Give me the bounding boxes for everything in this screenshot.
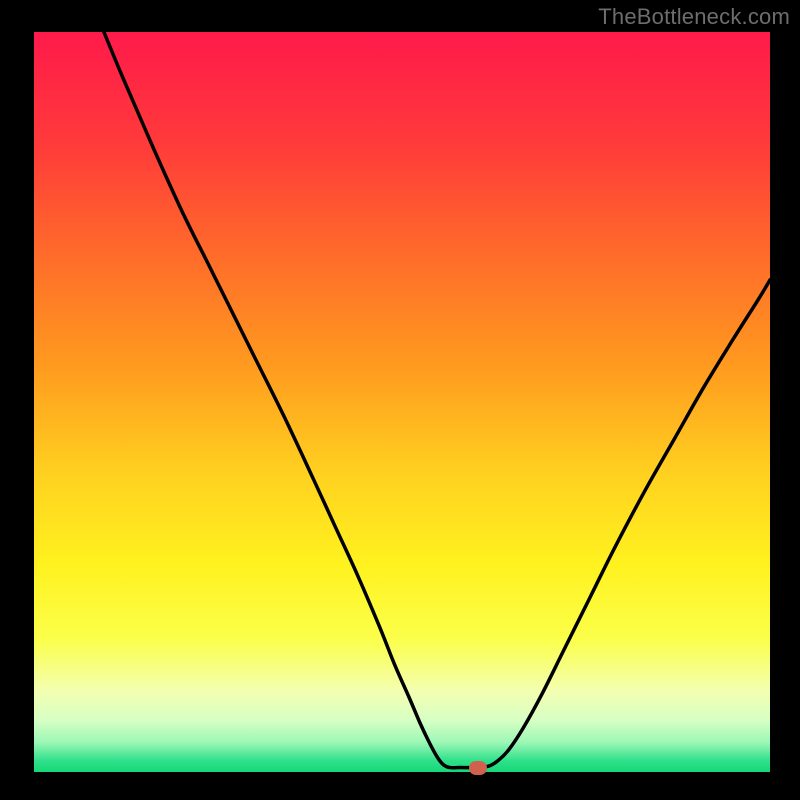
chart-frame: TheBottleneck.com [0,0,800,800]
optimal-point-marker [469,761,487,775]
bottleneck-curve [34,32,770,772]
watermark-text: TheBottleneck.com [598,4,790,30]
bottleneck-plot [34,32,770,772]
